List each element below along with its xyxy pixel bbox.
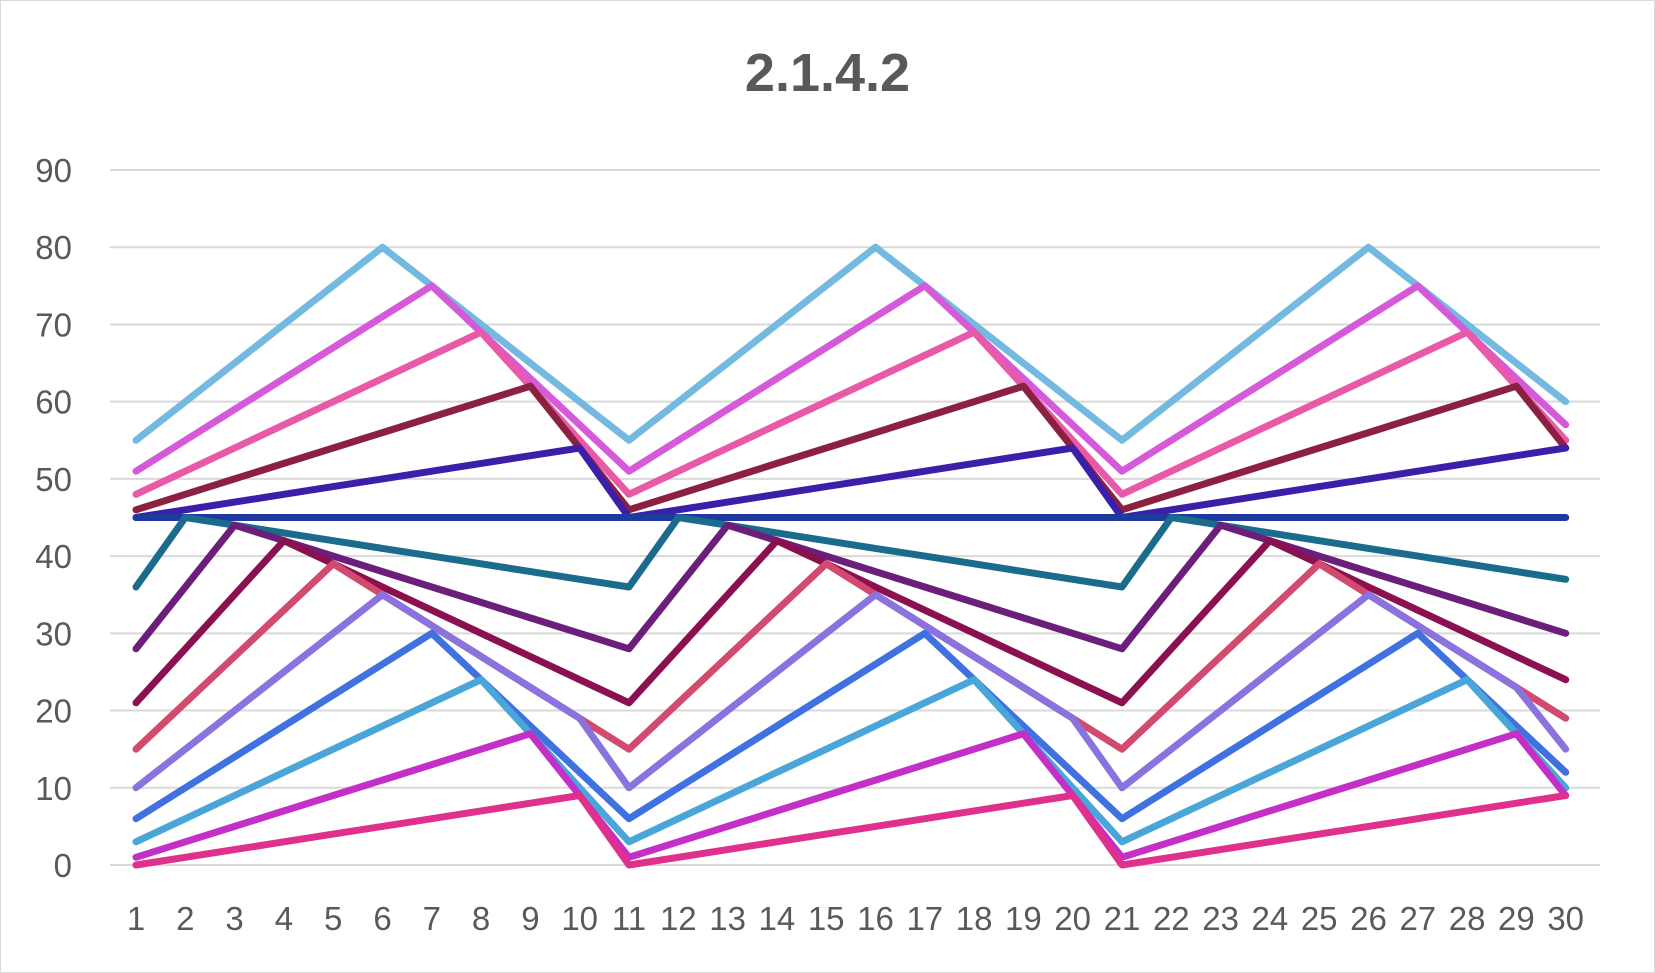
x-tick-label: 10 (561, 900, 598, 937)
y-tick-label: 30 (35, 615, 72, 652)
x-tick-label: 19 (1005, 900, 1042, 937)
y-tick-label: 70 (35, 306, 72, 343)
y-tick-label: 50 (35, 461, 72, 498)
series-line-2 (132, 282, 1570, 475)
x-tick-label: 5 (324, 900, 342, 937)
x-tick-label: 27 (1399, 900, 1436, 937)
x-tick-label: 16 (857, 900, 894, 937)
series-line-15 (132, 792, 1570, 869)
y-tick-label: 60 (35, 384, 72, 421)
y-tick-label: 0 (54, 847, 72, 884)
y-tick-label: 80 (35, 229, 72, 266)
series-line-8 (132, 521, 1570, 653)
x-tick-label: 24 (1252, 900, 1289, 937)
y-tick-label: 10 (35, 770, 72, 807)
series-line-4 (132, 382, 1570, 514)
y-tick-label: 40 (35, 538, 72, 575)
x-tick-label: 7 (423, 900, 441, 937)
x-tick-label: 11 (612, 900, 646, 937)
x-tick-label: 17 (906, 900, 943, 937)
x-tick-label: 3 (225, 900, 243, 937)
series-line-5 (132, 444, 1570, 521)
x-tick-label: 12 (660, 900, 697, 937)
series-line-13 (132, 676, 1570, 846)
x-tick-label: 9 (521, 900, 539, 937)
x-tick-label: 25 (1301, 900, 1338, 937)
x-tick-label: 26 (1350, 900, 1387, 937)
x-tick-label: 2 (176, 900, 194, 937)
x-tick-label: 30 (1547, 900, 1584, 937)
x-tick-label: 15 (808, 900, 845, 937)
x-tick-label: 22 (1153, 900, 1190, 937)
series-line-3 (132, 328, 1570, 498)
x-tick-label: 29 (1498, 900, 1535, 937)
x-tick-label: 6 (373, 900, 391, 937)
x-tick-label: 8 (472, 900, 490, 937)
series-line-11 (132, 591, 1570, 792)
x-tick-label: 4 (275, 900, 293, 937)
x-tick-label: 18 (956, 900, 993, 937)
x-tick-label: 1 (127, 900, 145, 937)
series-lines (132, 243, 1570, 869)
x-tick-label: 14 (759, 900, 796, 937)
x-tick-label: 21 (1104, 900, 1141, 937)
y-tick-label: 90 (35, 152, 72, 189)
series-line-1 (132, 243, 1570, 444)
y-tick-label: 20 (35, 693, 72, 730)
x-tick-label: 28 (1449, 900, 1486, 937)
chart-title: 2.1.4.2 (744, 43, 911, 103)
y-axis-tick-labels: 0 10 20 30 40 50 60 70 80 90 (35, 152, 72, 884)
x-tick-label: 20 (1054, 900, 1091, 937)
x-axis-tick-labels: 1 2 3 4 5 6 7 8 9 10 11 12 13 14 15 16 17 18 19 20 21 22 23 24 2… (127, 900, 1584, 937)
series-line-7 (132, 514, 1570, 591)
x-tick-label: 23 (1202, 900, 1239, 937)
x-tick-label: 13 (709, 900, 746, 937)
series-line-12 (132, 629, 1570, 823)
series-line-10 (132, 560, 1570, 753)
series-line-14 (132, 730, 1570, 861)
